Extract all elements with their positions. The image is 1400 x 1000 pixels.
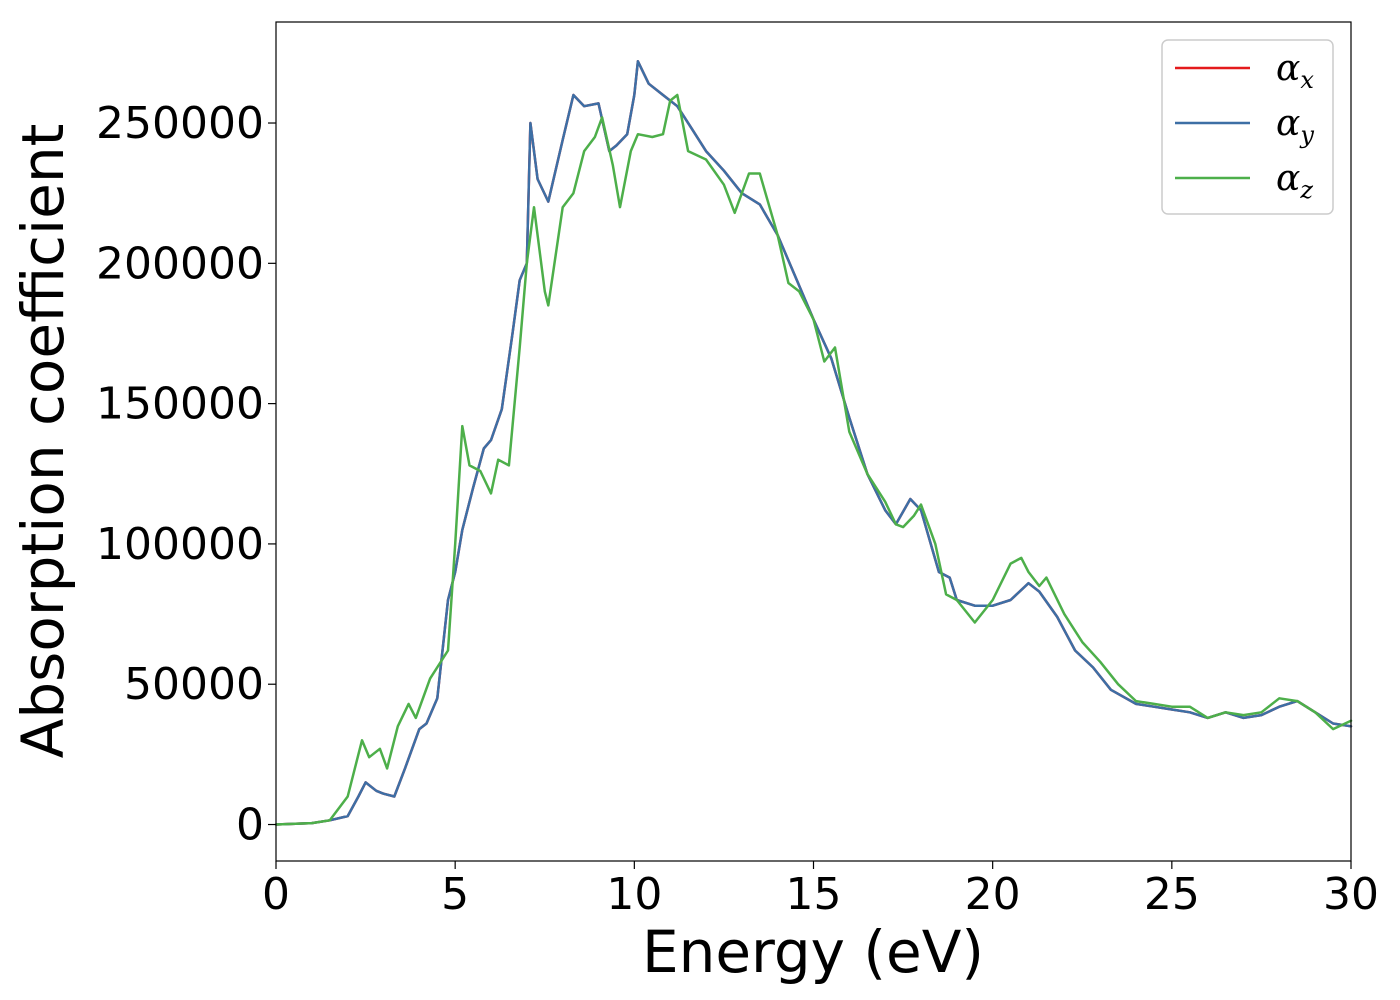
x-axis: 0 5 10 15 20 25 30 <box>262 861 1379 920</box>
x-tick-label: 25 <box>1144 869 1200 920</box>
x-tick-label: 5 <box>441 869 469 920</box>
x-tick-label: 0 <box>262 869 290 920</box>
x-tick-label: 15 <box>786 869 842 920</box>
legend-box <box>1161 39 1334 215</box>
y-tick-label: 250000 <box>96 98 264 149</box>
series-line-z <box>274 93 1353 826</box>
legend-label-y: αy <box>1276 103 1314 149</box>
series-line-y <box>274 60 1353 826</box>
series-layer <box>274 60 1353 826</box>
x-tick-label: 30 <box>1323 869 1379 920</box>
y-axis-title: Absorption coefficient <box>9 124 77 759</box>
legend-label-x: αx <box>1276 48 1314 94</box>
y-axis: 0 50000 100000 150000 200000 250000 <box>96 98 276 851</box>
legend-label-z: αz <box>1276 158 1313 204</box>
x-axis-title: Energy (eV) <box>642 918 984 986</box>
x-tick-label: 10 <box>606 869 662 920</box>
y-tick-label: 50000 <box>124 659 264 710</box>
y-tick-label: 0 <box>236 800 264 851</box>
y-tick-label: 200000 <box>96 238 264 289</box>
x-tick-label: 20 <box>965 869 1021 920</box>
y-tick-label: 150000 <box>96 379 264 430</box>
legend: αx αy αz <box>1161 39 1334 215</box>
y-tick-label: 100000 <box>96 519 264 570</box>
